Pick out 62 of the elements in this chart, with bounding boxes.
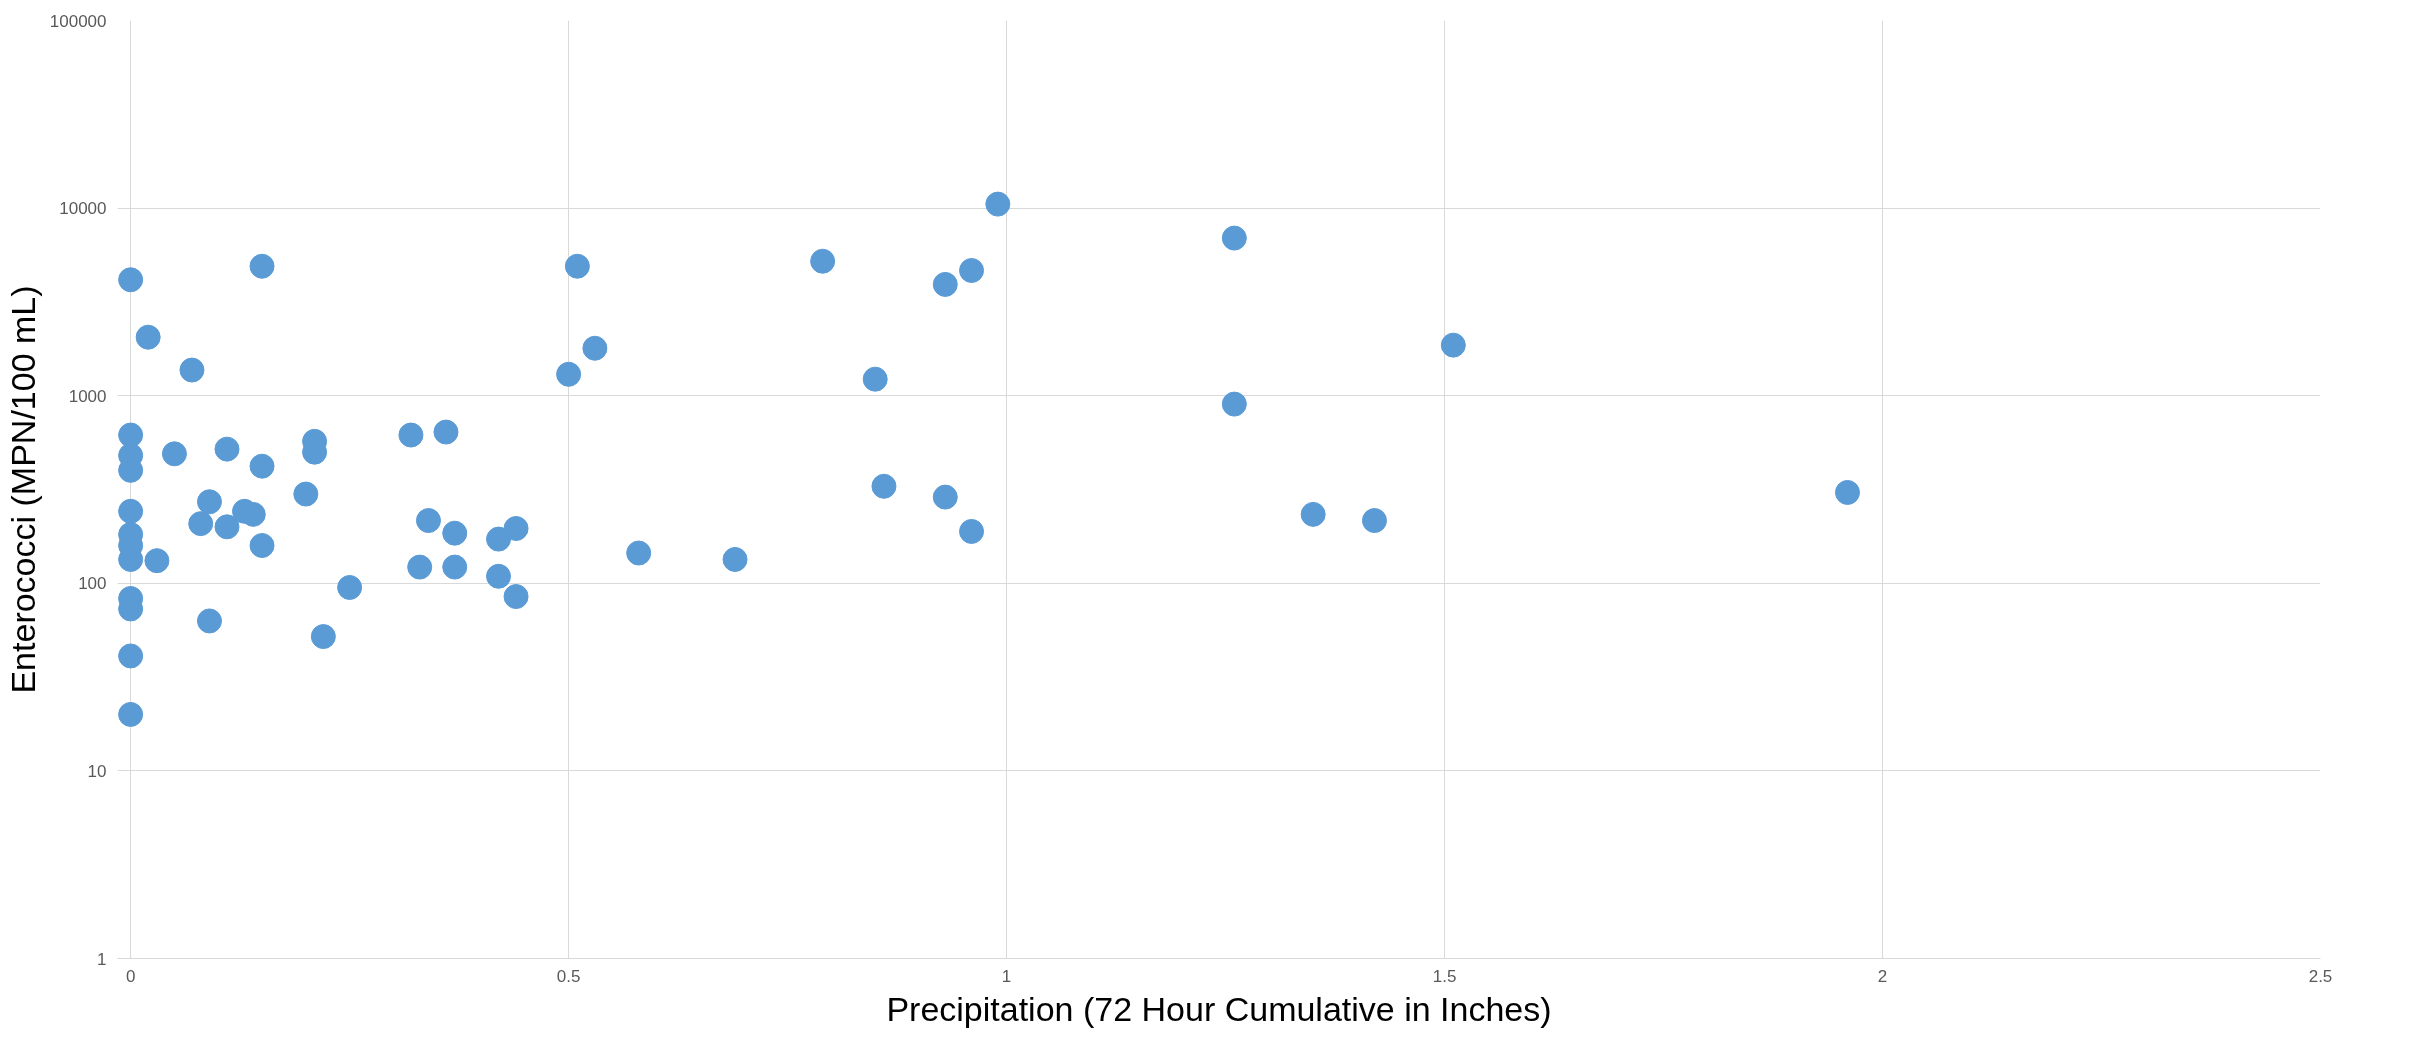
point <box>556 361 582 387</box>
point <box>249 533 275 558</box>
point <box>196 608 222 634</box>
point <box>985 191 1011 217</box>
x-tick-label: 2 <box>1877 966 1888 986</box>
y-tick-label: 10 <box>87 761 107 781</box>
point <box>214 436 240 462</box>
x-tick-label: 1 <box>1001 966 1012 986</box>
point <box>871 473 897 499</box>
point <box>179 357 205 383</box>
x-tick-label: 2.5 <box>2308 966 2333 986</box>
point <box>310 624 336 650</box>
point <box>249 453 275 479</box>
point <box>442 554 468 580</box>
point <box>337 575 363 600</box>
y-tick-label: 1 <box>97 949 107 969</box>
point <box>118 267 144 293</box>
point <box>582 335 608 361</box>
point <box>398 422 424 448</box>
point <box>959 258 985 283</box>
point <box>118 643 144 669</box>
point <box>118 422 144 448</box>
y-tick-label: 1000 <box>68 386 107 406</box>
point <box>407 554 433 580</box>
point <box>1300 501 1326 527</box>
point <box>214 514 240 540</box>
x-tick-label: 0.5 <box>556 966 581 986</box>
point <box>959 518 985 544</box>
point <box>626 540 652 566</box>
point <box>433 419 459 445</box>
point <box>564 253 590 279</box>
point <box>486 563 512 589</box>
point <box>442 520 468 546</box>
point <box>932 271 958 297</box>
point <box>161 441 187 467</box>
point <box>1221 225 1247 251</box>
point <box>1834 479 1860 505</box>
point <box>118 701 144 727</box>
point <box>722 546 748 572</box>
point <box>196 489 222 515</box>
point <box>503 516 529 541</box>
point <box>293 481 319 507</box>
point <box>503 584 529 610</box>
point <box>188 511 214 537</box>
point <box>1361 508 1387 534</box>
y-tick-label: 100 <box>78 574 107 594</box>
x-axis-title: Precipitation (72 Hour Cumulative in Inches) <box>886 989 1552 1028</box>
y-tick-label: 10000 <box>59 199 107 219</box>
x-tick-label: 1.5 <box>1432 966 1457 986</box>
point <box>249 253 275 279</box>
point <box>415 508 441 534</box>
point <box>810 248 836 274</box>
point <box>862 366 888 392</box>
point <box>1221 391 1247 417</box>
y-axis-title: Enterococci (MPN/100 mL) <box>3 285 42 694</box>
y-tick-label: 100000 <box>49 11 107 31</box>
point <box>144 548 170 574</box>
point <box>118 498 144 524</box>
x-tick-label: 0 <box>125 966 136 986</box>
point <box>135 324 161 350</box>
point <box>932 484 958 510</box>
point <box>1440 332 1466 358</box>
